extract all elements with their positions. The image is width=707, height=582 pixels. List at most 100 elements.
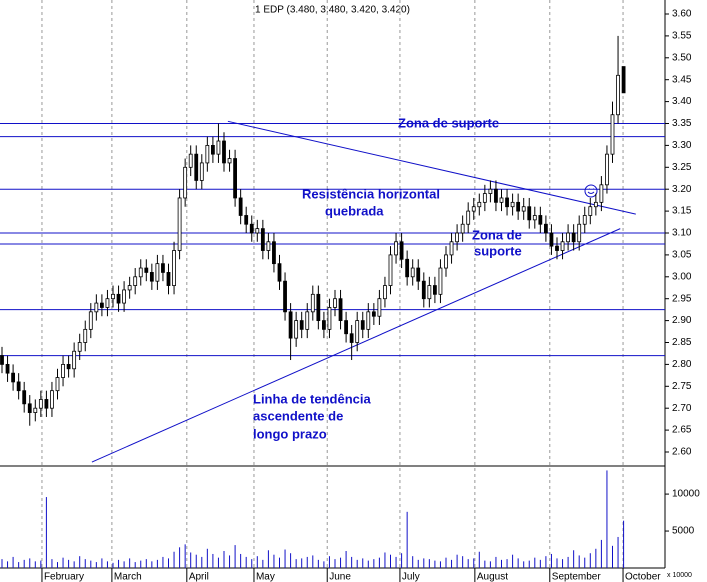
annotation: Linha de tendência xyxy=(253,391,372,406)
candle-body xyxy=(222,140,226,164)
candle-body xyxy=(410,267,415,278)
candle-body xyxy=(266,241,271,251)
y-tick-label: 2.90 xyxy=(672,315,692,326)
candle-body xyxy=(582,215,587,225)
candle-body xyxy=(316,293,321,322)
candle-body xyxy=(621,66,626,94)
candle-body xyxy=(83,328,88,343)
chart-title: 1 EDP (3.480, 3.480, 3.420, 3.420) xyxy=(255,5,410,16)
candle-body xyxy=(305,311,310,330)
candle-body xyxy=(0,355,4,365)
annotation: longo prazo xyxy=(253,426,327,441)
y-tick-label: 3.45 xyxy=(672,74,692,85)
candle-body xyxy=(272,241,276,265)
candle-body xyxy=(599,184,604,203)
candle-body xyxy=(416,267,421,282)
x-tick-label: June xyxy=(329,572,351,582)
candle-body xyxy=(55,377,60,392)
y-tick-label: 2.80 xyxy=(672,359,692,370)
candle-body xyxy=(349,333,354,343)
candle-body xyxy=(172,250,176,286)
candle-body xyxy=(233,158,237,199)
candle-body xyxy=(66,363,71,370)
candle-body xyxy=(133,276,138,286)
candle-body xyxy=(460,223,465,234)
candle-body xyxy=(344,320,348,335)
candle-body xyxy=(555,245,559,251)
candle-body xyxy=(210,144,215,155)
volume-unit: x 10000 xyxy=(667,572,692,579)
candle-body xyxy=(283,280,287,313)
x-tick-label: August xyxy=(477,572,508,582)
candle-body xyxy=(277,263,282,282)
candle-body xyxy=(421,280,426,300)
candle-body xyxy=(499,197,504,203)
candle-body xyxy=(288,311,293,339)
y-tick-label: 2.60 xyxy=(672,447,692,458)
candle-body xyxy=(111,293,115,300)
candle-body xyxy=(99,302,104,308)
candle-body xyxy=(127,285,132,291)
candle-body xyxy=(560,241,565,251)
candle-body xyxy=(605,153,609,186)
y-tick-label: 2.75 xyxy=(672,381,692,392)
candle-body xyxy=(516,201,521,212)
candle-body xyxy=(199,162,204,181)
y-tick-label: 2.95 xyxy=(672,293,692,304)
candle-body xyxy=(543,223,548,234)
candle-body xyxy=(260,228,265,251)
y-tick-label: 3.20 xyxy=(672,184,692,195)
candle-body xyxy=(388,254,393,286)
x-tick-label: September xyxy=(552,572,602,582)
candle-body xyxy=(227,158,232,164)
candle-body xyxy=(505,197,509,208)
candle-body xyxy=(438,267,443,295)
y-tick-label: 3.10 xyxy=(672,228,692,239)
candle-body xyxy=(455,232,459,243)
candle-body xyxy=(321,320,326,330)
trend-line xyxy=(91,228,621,463)
candle-body xyxy=(22,390,27,405)
candle-body xyxy=(88,311,93,330)
candle-body xyxy=(77,342,82,352)
x-tick-label: March xyxy=(114,572,142,582)
candle-body xyxy=(327,307,332,330)
y-tick-label: 2.70 xyxy=(672,403,692,414)
y-tick-label: 3.55 xyxy=(672,31,692,42)
y-tick-label: 3.60 xyxy=(672,9,692,20)
y-tick-label: 2.85 xyxy=(672,337,692,348)
annotation: Resistência horizontal xyxy=(302,186,440,201)
y-tick-label: 3.30 xyxy=(672,140,692,151)
candle-body xyxy=(444,254,448,269)
candle-body xyxy=(183,166,188,199)
candle-body xyxy=(482,193,487,203)
annotation: suporte xyxy=(474,243,522,258)
smiley-icon xyxy=(584,184,598,198)
candle-body xyxy=(333,298,337,308)
x-tick-label: July xyxy=(402,572,420,582)
volume-tick-label: 10000 xyxy=(672,489,700,500)
annotation: Zona de xyxy=(472,227,522,242)
candle-body xyxy=(527,206,532,221)
candle-body xyxy=(38,399,43,409)
candle-body xyxy=(94,302,99,313)
y-tick-label: 3.25 xyxy=(672,162,692,173)
annotation: ascendente de xyxy=(253,408,343,423)
candle-body xyxy=(532,215,537,221)
candle-body xyxy=(116,293,121,304)
candle-body xyxy=(161,263,165,273)
trend-line xyxy=(227,120,636,215)
candle-body xyxy=(27,403,32,413)
candle-body xyxy=(494,188,498,203)
candle-body xyxy=(294,320,299,339)
x-tick-label: May xyxy=(256,572,275,582)
candle-body xyxy=(72,350,77,370)
annotation: Zona de suporte xyxy=(398,115,499,130)
candle-body xyxy=(538,215,543,225)
volume-tick-label: 5000 xyxy=(672,526,695,537)
candle-body xyxy=(149,272,154,282)
candle-body xyxy=(360,320,365,330)
candle-body xyxy=(155,263,160,282)
